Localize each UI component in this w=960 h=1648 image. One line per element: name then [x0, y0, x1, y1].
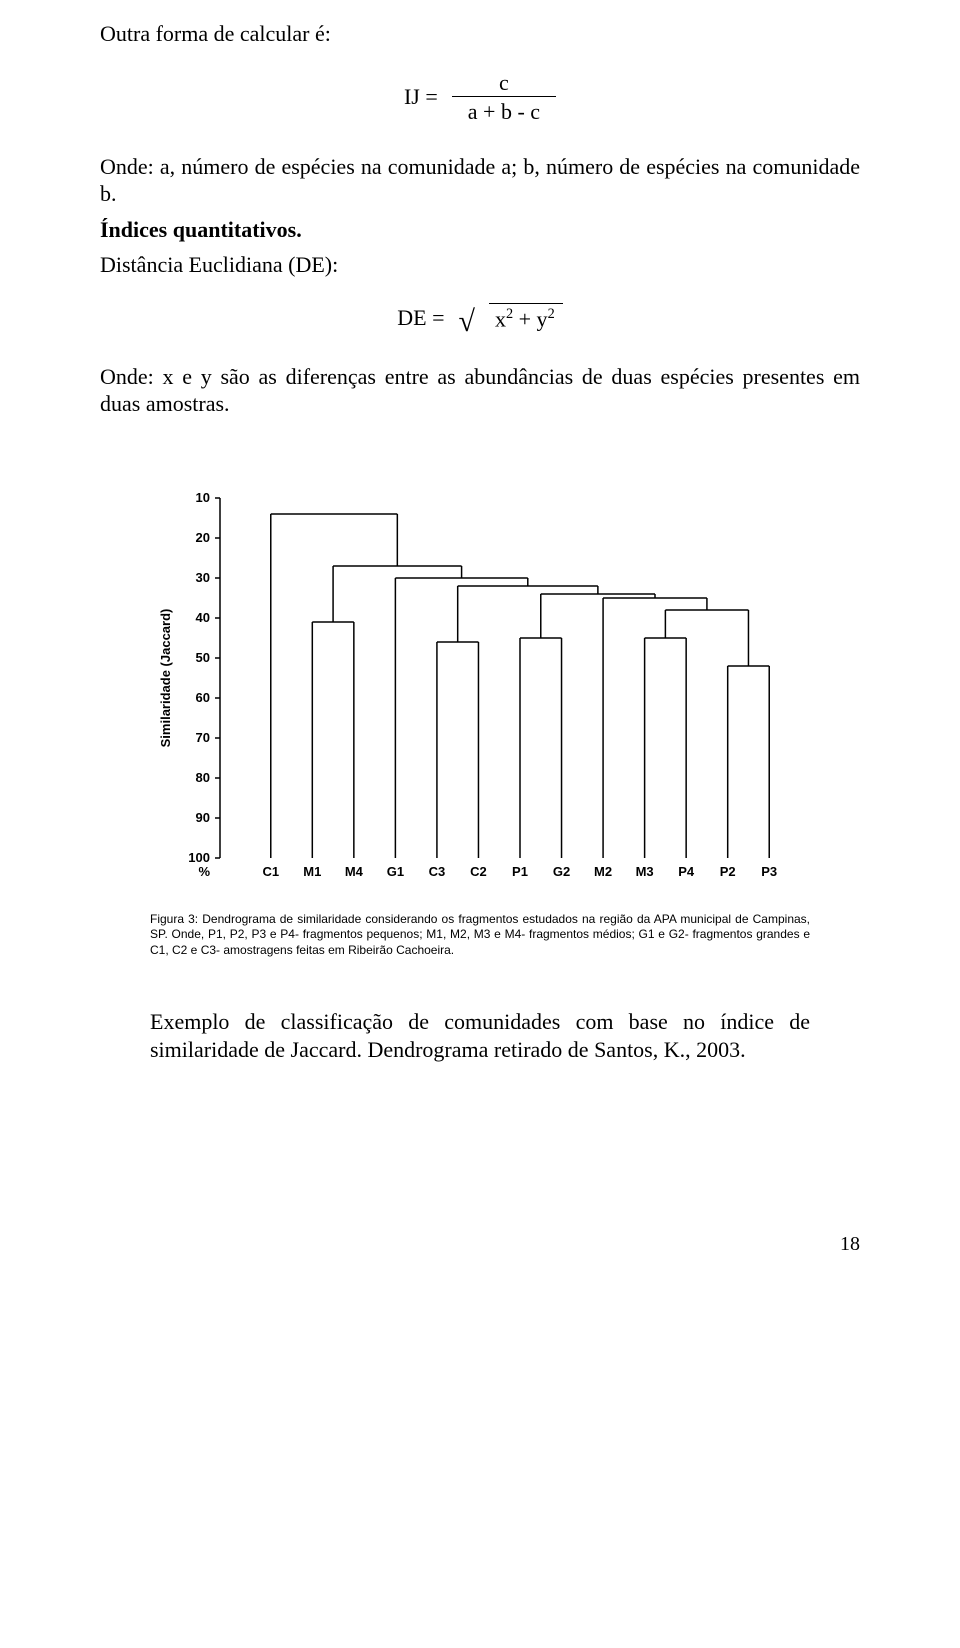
figure-caption: Figura 3: Dendrograma de similaridade co…	[150, 912, 810, 959]
svg-text:60: 60	[196, 690, 210, 705]
svg-text:50: 50	[196, 650, 210, 665]
svg-text:C2: C2	[470, 864, 487, 879]
document-page: Outra forma de calcular é: IJ = c a + b …	[0, 0, 960, 1296]
svg-text:40: 40	[196, 610, 210, 625]
de-y: + y	[513, 306, 547, 331]
de-arg: x2 + y2	[489, 303, 563, 332]
svg-text:10: 10	[196, 490, 210, 505]
svg-text:P1: P1	[512, 864, 528, 879]
svg-text:Similaridade (Jaccard): Similaridade (Jaccard)	[158, 608, 173, 747]
svg-text:M3: M3	[636, 864, 654, 879]
dendrogram-svg: 10 20 30 40 50 60 70 80 90 100% Similaridade (Jacc…	[150, 478, 810, 908]
svg-text:M2: M2	[594, 864, 612, 879]
indices-title: Índices quantitativos.	[100, 217, 302, 242]
ij-denominator: a + b - c	[452, 96, 556, 125]
svg-text:70: 70	[196, 730, 210, 745]
svg-text:M4: M4	[345, 864, 364, 879]
closing-box: Exemplo de classificação de comunidades …	[150, 1008, 810, 1063]
svg-text:G2: G2	[553, 864, 570, 879]
sqrt-icon: √	[459, 305, 475, 339]
indices-line: Índices quantitativos.	[100, 216, 860, 244]
de-formula: DE = √ x2 + y2	[100, 301, 860, 335]
distancia-line: Distância Euclidiana (DE):	[100, 251, 860, 279]
de-x: x	[495, 306, 506, 331]
ij-fraction: c a + b - c	[452, 70, 556, 125]
svg-text:M1: M1	[303, 864, 321, 879]
ij-numerator: c	[452, 70, 556, 96]
de-lhs: DE =	[397, 305, 444, 331]
dendrogram-figure: 10 20 30 40 50 60 70 80 90 100% Similaridade (Jacc…	[150, 478, 810, 959]
svg-text:C3: C3	[429, 864, 446, 879]
closing-text: Exemplo de classificação de comunidades …	[150, 1008, 810, 1063]
svg-text:%: %	[198, 864, 210, 879]
svg-text:90: 90	[196, 810, 210, 825]
svg-text:C1: C1	[262, 864, 279, 879]
svg-text:80: 80	[196, 770, 210, 785]
onde-2: Onde: x e y são as diferenças entre as a…	[100, 363, 860, 418]
svg-text:G1: G1	[387, 864, 404, 879]
svg-text:P3: P3	[761, 864, 777, 879]
ij-formula: IJ = c a + b - c	[100, 70, 860, 125]
svg-text:30: 30	[196, 570, 210, 585]
svg-text:P2: P2	[720, 864, 736, 879]
ij-lhs: IJ =	[404, 84, 438, 110]
svg-text:20: 20	[196, 530, 210, 545]
intro-text: Outra forma de calcular é:	[100, 20, 860, 48]
svg-text:100: 100	[188, 850, 210, 865]
svg-text:P4: P4	[678, 864, 695, 879]
onde-1: Onde: a, número de espécies na comunidad…	[100, 153, 860, 208]
page-number: 18	[100, 1233, 860, 1256]
